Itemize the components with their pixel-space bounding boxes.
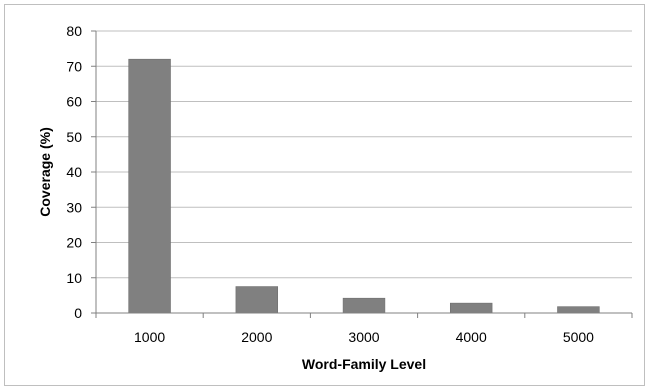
bar-3000 (342, 297, 386, 314)
y-tick-label: 50 (66, 129, 82, 145)
bar-layer (128, 58, 600, 314)
x-tick-label: 5000 (563, 329, 594, 345)
y-tick-label: 40 (66, 164, 82, 180)
y-tick-label: 10 (66, 270, 82, 286)
x-tick-label: 2000 (241, 329, 272, 345)
x-tick-label: 3000 (348, 329, 379, 345)
x-tick-labels: 1000 2000 3000 4000 5000 (134, 329, 594, 345)
y-tick-label: 20 (66, 235, 82, 251)
y-tick-labels: 0 10 20 30 40 50 60 70 80 (66, 23, 82, 321)
y-tick-label: 30 (66, 199, 82, 215)
x-tick-label: 4000 (456, 329, 487, 345)
chart-frame (4, 4, 645, 386)
y-tick-label: 80 (66, 23, 82, 39)
bar-4000 (449, 302, 493, 314)
y-tick-label: 70 (66, 58, 82, 74)
bar-1000 (128, 58, 171, 314)
grid-layer (96, 30, 632, 279)
bar-2000 (235, 286, 279, 314)
y-tick-label: 0 (74, 305, 82, 321)
y-tick-label: 60 (66, 94, 82, 110)
x-axis-title: Word-Family Level (302, 356, 426, 372)
bar-5000 (557, 306, 600, 314)
x-tick-label: 1000 (134, 329, 165, 345)
y-axis-title: Coverage (%) (37, 127, 53, 216)
axis-layer (91, 30, 633, 318)
